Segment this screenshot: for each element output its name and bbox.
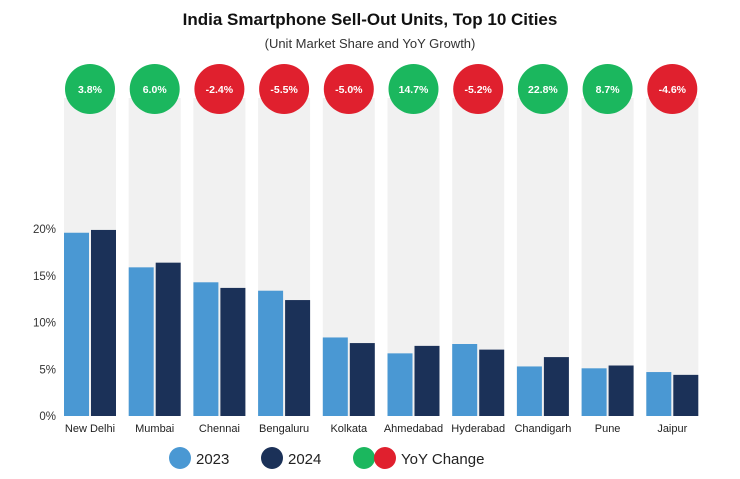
yoy-change-label: 14.7%: [399, 84, 429, 96]
yoy-change-label: -4.6%: [659, 84, 687, 96]
yoy-change-label: 6.0%: [143, 84, 168, 96]
x-tick-label: Bengaluru: [259, 423, 309, 435]
bar-2023: [64, 232, 89, 416]
y-tick-label: 0%: [39, 411, 56, 423]
x-tick-label: Pune: [595, 423, 621, 435]
bar-2023: [387, 353, 413, 416]
legend-swatch-yoy-positive: [353, 447, 375, 469]
y-tick-label: 15%: [33, 271, 56, 283]
category-band: [646, 98, 699, 416]
bar-2024: [608, 365, 634, 416]
x-tick-label: Hyderabad: [451, 423, 505, 435]
yoy-change-marker: [582, 64, 633, 114]
bar-2023: [322, 337, 348, 416]
bar-2024: [673, 374, 699, 416]
bar-2023: [193, 282, 219, 416]
legend-label-2024: 2024: [288, 451, 321, 468]
yoy-change-marker: [517, 64, 568, 114]
bar-2024: [543, 357, 569, 416]
yoy-change-marker: [65, 64, 115, 114]
yoy-change-marker: [323, 64, 374, 114]
yoy-change-marker: [129, 64, 180, 114]
legend-label-2023: 2023: [196, 451, 229, 468]
legend-swatch-yoy-negative: [374, 447, 396, 469]
yoy-change-label: -5.2%: [464, 84, 492, 96]
x-tick-label: Kolkata: [330, 423, 368, 435]
category-band: [581, 98, 634, 416]
yoy-change-label: 8.7%: [596, 84, 621, 96]
y-tick-label: 5%: [39, 364, 56, 376]
yoy-change-label: 3.8%: [78, 84, 103, 96]
yoy-change-label: -5.5%: [270, 84, 298, 96]
x-tick-label: Chennai: [199, 423, 240, 435]
yoy-change-marker: [647, 64, 698, 114]
x-tick-label: Mumbai: [135, 423, 174, 435]
bar-2023: [646, 372, 672, 416]
yoy-change-marker: [259, 64, 310, 114]
bar-2024: [155, 262, 181, 416]
yoy-change-label: -5.0%: [335, 84, 363, 96]
chart-subtitle: (Unit Market Share and YoY Growth): [264, 36, 476, 51]
bar-2024: [285, 300, 311, 416]
x-tick-label: Jaipur: [657, 423, 687, 435]
x-tick-label: Chandigarh: [514, 423, 571, 435]
bar-2024: [414, 345, 440, 416]
x-tick-label: Ahmedabad: [384, 423, 443, 435]
legend-swatch-2023: [169, 447, 191, 469]
yoy-change-marker: [453, 64, 504, 114]
legend-swatch-2024: [261, 447, 283, 469]
yoy-change-marker: [194, 64, 245, 114]
bar-2024: [220, 287, 246, 416]
y-tick-label: 10%: [33, 318, 56, 330]
bar-2023: [581, 368, 607, 416]
bar-2024: [479, 349, 505, 416]
yoy-change-marker: [388, 64, 439, 114]
x-tick-label: New Delhi: [65, 423, 115, 435]
yoy-change-label: -2.4%: [206, 84, 234, 96]
bar-2023: [516, 366, 542, 416]
chart-title: India Smartphone Sell-Out Units, Top 10 …: [182, 10, 558, 29]
bar-2023: [258, 290, 284, 416]
bar-2023: [452, 344, 478, 416]
yoy-change-label: 22.8%: [528, 84, 558, 96]
bar-2024: [349, 343, 375, 416]
y-tick-label: 20%: [33, 224, 56, 236]
legend-label-yoy-change: YoY Change: [401, 451, 484, 468]
bar-2024: [91, 229, 116, 416]
bar-2023: [128, 267, 154, 416]
